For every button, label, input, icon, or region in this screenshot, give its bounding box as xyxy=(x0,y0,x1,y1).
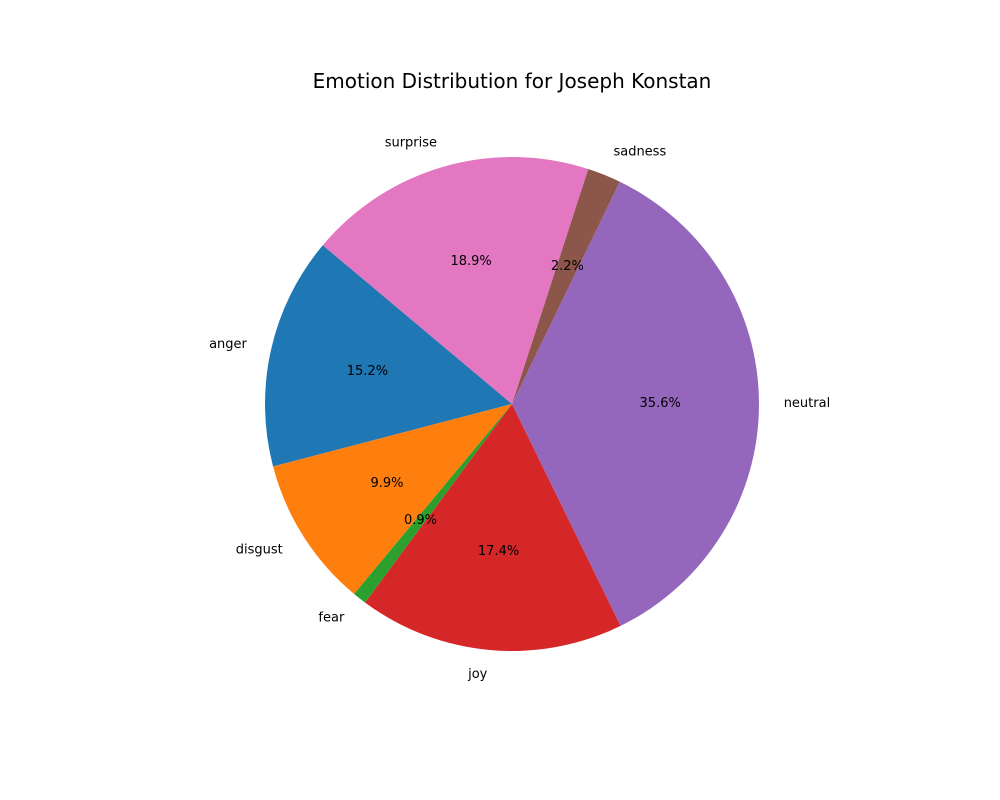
pie-slice-anger xyxy=(264,245,512,467)
slice-label-surprise: surprise xyxy=(385,135,437,150)
pie-slice-sadness xyxy=(512,169,620,404)
slice-label-sadness: sadness xyxy=(613,144,666,159)
chart-title: Emotion Distribution for Joseph Konstan xyxy=(313,69,712,93)
pct-label-surprise: 18.9% xyxy=(450,254,491,269)
pct-label-neutral: 35.6% xyxy=(640,396,681,411)
pie-slice-fear xyxy=(354,404,512,603)
pie-slices xyxy=(264,157,759,652)
pct-label-sadness: 2.2% xyxy=(551,259,584,274)
slice-label-fear: fear xyxy=(318,610,345,625)
pct-label-fear: 0.9% xyxy=(404,513,437,528)
pie-labels: anger 15.2% disgust 9.9% fear 0.9% joy 17.4% neu… xyxy=(209,135,830,682)
pie-slice-disgust xyxy=(273,404,512,594)
slice-label-anger: anger xyxy=(209,337,247,352)
pie-slice-surprise xyxy=(322,157,589,404)
pct-label-disgust: 9.9% xyxy=(370,476,403,491)
pct-label-anger: 15.2% xyxy=(347,364,388,379)
slice-label-neutral: neutral xyxy=(784,396,831,411)
pie-slice-neutral xyxy=(512,181,759,626)
slice-label-joy: joy xyxy=(467,667,488,682)
pct-label-joy: 17.4% xyxy=(478,544,519,559)
slice-label-disgust: disgust xyxy=(236,542,283,557)
pie-slice-joy xyxy=(365,404,621,652)
